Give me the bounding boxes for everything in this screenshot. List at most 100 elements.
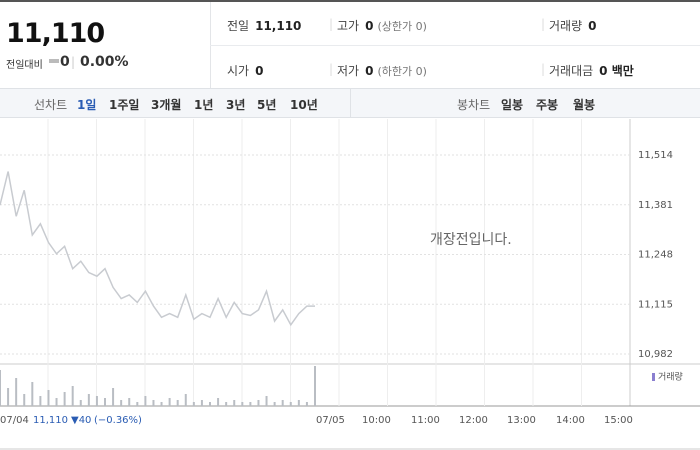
info-value: 0 xyxy=(255,64,264,78)
info-value: 0 xyxy=(365,19,374,33)
x-tick-label: 10:00 xyxy=(362,415,391,426)
x-tick-label: 11:00 xyxy=(411,415,440,426)
volume-bar xyxy=(314,366,316,406)
info-note: (상한가 0) xyxy=(377,20,427,33)
volume-bar xyxy=(63,392,66,406)
info-label: 저가 xyxy=(337,64,360,78)
info-cell: 고가 0 (상한가 0) xyxy=(337,17,427,34)
volume-bar xyxy=(112,388,115,406)
volume-bar xyxy=(200,400,203,406)
volume-bar xyxy=(273,402,276,406)
y-tick-label: 11,248 xyxy=(638,250,673,261)
candle-label: 봉차트 xyxy=(457,98,491,112)
volume-bar xyxy=(31,382,34,406)
info-cell: 시가 0 xyxy=(227,62,263,79)
info-label: 전일 xyxy=(227,19,250,33)
tab-divider xyxy=(350,89,351,117)
volume-bar xyxy=(209,402,211,406)
volume-bar xyxy=(23,394,26,406)
annotation: 개장전입니다. xyxy=(430,232,512,248)
rate: 0.00% xyxy=(80,54,129,70)
x-tick-label: 07/04 xyxy=(0,415,29,426)
info-label: 거래대금 xyxy=(549,64,594,78)
volume-bar xyxy=(257,400,260,406)
tab[interactable]: 1년 xyxy=(194,98,214,112)
info-label: 거래량 xyxy=(549,19,583,33)
tab[interactable]: 5년 xyxy=(257,98,277,112)
tab[interactable]: 3개월 xyxy=(151,98,182,112)
info-label: 시가 xyxy=(227,64,250,78)
footer-price: 11,110 xyxy=(33,415,68,426)
x-tick-label: 13:00 xyxy=(507,415,536,426)
divider: | xyxy=(541,17,546,31)
tab[interactable]: 월봉 xyxy=(573,98,596,112)
volume-bar xyxy=(192,402,195,406)
volume-bar xyxy=(265,396,268,406)
y-tick-label: 11,514 xyxy=(638,150,673,161)
volume-bar xyxy=(95,396,98,406)
change-label: 전일대비 xyxy=(6,60,43,71)
info-value: 0 xyxy=(365,64,374,78)
price: 11,110 xyxy=(6,18,105,49)
x-tick-label: 14:00 xyxy=(556,415,585,426)
volume-bar xyxy=(7,388,10,406)
legend-label: 거래량 xyxy=(658,371,683,383)
divider: | xyxy=(71,55,76,69)
volume-bar xyxy=(15,378,18,406)
y-tick-label: 10,982 xyxy=(638,349,673,360)
volume-bar xyxy=(55,398,58,406)
volume-bar xyxy=(136,402,139,406)
volume-bar xyxy=(184,394,187,406)
tab[interactable]: 1일 xyxy=(77,98,97,112)
volume-bar xyxy=(289,402,292,406)
volume-bar xyxy=(120,400,123,406)
divider: | xyxy=(329,62,334,76)
change: 0 xyxy=(60,54,70,70)
tab[interactable]: 주봉 xyxy=(536,98,559,112)
volume-bar xyxy=(160,402,163,406)
price-box: 11,110 전일대비 0 | 0.00% xyxy=(0,2,211,88)
volume-bar xyxy=(71,386,74,406)
row-divider xyxy=(210,45,700,46)
divider: | xyxy=(541,62,546,76)
x-tick-label: 07/05 xyxy=(316,415,345,426)
price-line xyxy=(0,171,315,327)
volume-bar xyxy=(249,402,252,406)
volume-bar xyxy=(233,400,236,406)
tab[interactable]: 1주일 xyxy=(109,98,140,112)
volume-bar xyxy=(47,390,50,406)
y-tick-label: 11,381 xyxy=(638,200,673,211)
legend-swatch xyxy=(652,373,655,381)
tab[interactable]: 3년 xyxy=(226,98,246,112)
info-value: 0 xyxy=(588,19,597,33)
tab[interactable]: 10년 xyxy=(290,98,318,112)
chart: 11,514 11,381 11,248 11,115 10,982 거래량 개장전입니다.… xyxy=(0,119,700,450)
info-cell: 저가 0 (하한가 0) xyxy=(337,62,427,79)
y-tick-label: 11,115 xyxy=(638,299,673,310)
quote-header: 11,110 전일대비 0 | 0.00% 전일 11,110 고가 0 (상한가 0)… xyxy=(0,0,700,88)
volume-bar xyxy=(128,398,131,406)
volume-bar xyxy=(87,394,90,406)
volume-bar xyxy=(168,398,171,406)
info-value: 11,110 xyxy=(255,19,302,33)
volume-bar xyxy=(281,400,284,406)
tab-bar: 선차트 봉차트 1일 1주일 3개월 1년 3년 5년 10년 일봉 주봉 월봉 xyxy=(0,88,700,118)
volume-bar xyxy=(297,400,300,406)
volume-bar xyxy=(39,396,42,406)
footer-change: ▼40 xyxy=(71,415,91,426)
volume-bar xyxy=(104,398,106,406)
volume-bar xyxy=(225,402,228,406)
volume-bar xyxy=(305,402,308,406)
volume-bar xyxy=(152,400,155,406)
x-tick-label: 15:00 xyxy=(604,415,633,426)
info-label: 고가 xyxy=(337,19,360,33)
volume-bar xyxy=(144,396,147,406)
volume-bar xyxy=(217,398,220,406)
tab[interactable]: 일봉 xyxy=(501,98,524,112)
volume-bar xyxy=(176,400,179,406)
info-cell: 거래량 0 xyxy=(549,17,596,34)
volume-bar xyxy=(241,402,244,406)
line-label: 선차트 xyxy=(34,98,68,112)
info-cell: 거래대금 0 백만 xyxy=(549,62,634,79)
